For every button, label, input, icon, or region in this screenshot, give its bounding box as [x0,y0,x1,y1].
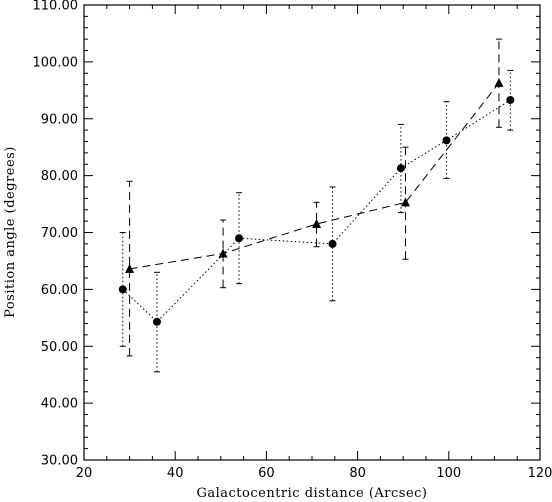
series-line [129,82,500,270]
data-point-triangle [400,197,410,207]
data-point-triangle [218,248,228,258]
x-tick-label: 40 [167,466,184,481]
x-tick-label: 20 [76,466,93,481]
x-tick-label: 60 [258,466,275,481]
y-tick-label: 70.00 [41,226,78,241]
data-point-circle [118,285,127,294]
data-point-circle [396,164,405,173]
y-axis-title: Position angle (degrees) [3,146,18,318]
data-point-circle [152,317,161,326]
y-tick-label: 80.00 [41,169,78,184]
data-point-circle [328,239,337,248]
y-tick-label: 30.00 [41,454,78,469]
data-point-triangle [494,77,504,87]
x-tick-label: 80 [349,466,366,481]
x-tick-label: 100 [436,466,461,481]
axis-ticks [83,4,541,461]
series-layer [118,38,515,373]
y-tick-label: 40.00 [41,397,78,412]
data-point-triangle [312,218,322,228]
data-point-triangle [125,263,135,273]
data-point-circle [442,136,451,145]
series-line [122,99,511,323]
data-point-circle [235,234,244,243]
data-point-circle [506,95,515,104]
x-axis-title: Galactocentric distance (Arcsec) [196,486,427,501]
y-tick-labels: 30.00 40.00 50.00 60.00 70.00 80.00 90.00 100.0… [33,0,79,469]
plot-frame [83,4,541,461]
y-tick-label: 60.00 [41,283,78,298]
x-tick-labels: 20 40 60 80 100 120 [76,466,552,481]
series-1 [118,69,515,373]
y-tick-label: 50.00 [41,340,78,355]
series-2 [125,38,504,357]
y-tick-label: 110.00 [33,0,79,14]
y-tick-label: 90.00 [41,112,78,127]
x-tick-label: 120 [528,466,552,481]
y-tick-label: 100.00 [33,55,79,70]
